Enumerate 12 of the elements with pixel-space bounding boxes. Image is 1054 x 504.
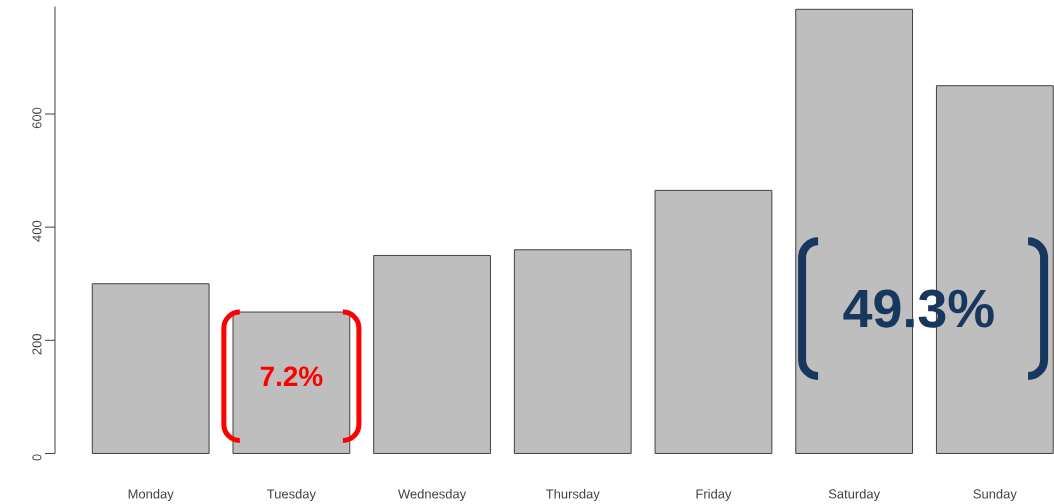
- x-tick-label: Friday: [696, 489, 732, 502]
- y-tick-label: 200: [32, 334, 42, 355]
- annotation: 7.2%: [260, 366, 323, 387]
- x-tick-label: Thursday: [546, 489, 600, 502]
- x-tick-label: Saturday: [828, 489, 881, 502]
- x-tick-label: Monday: [128, 489, 174, 502]
- y-tick-label: 400: [32, 220, 42, 242]
- y-tick-label: 0: [32, 454, 42, 461]
- x-tick-label: Wednesday: [398, 489, 467, 502]
- x-tick-label: Sunday: [973, 489, 1017, 502]
- y-tick-label: 600: [32, 107, 42, 129]
- x-tick-label: Tuesday: [267, 489, 316, 502]
